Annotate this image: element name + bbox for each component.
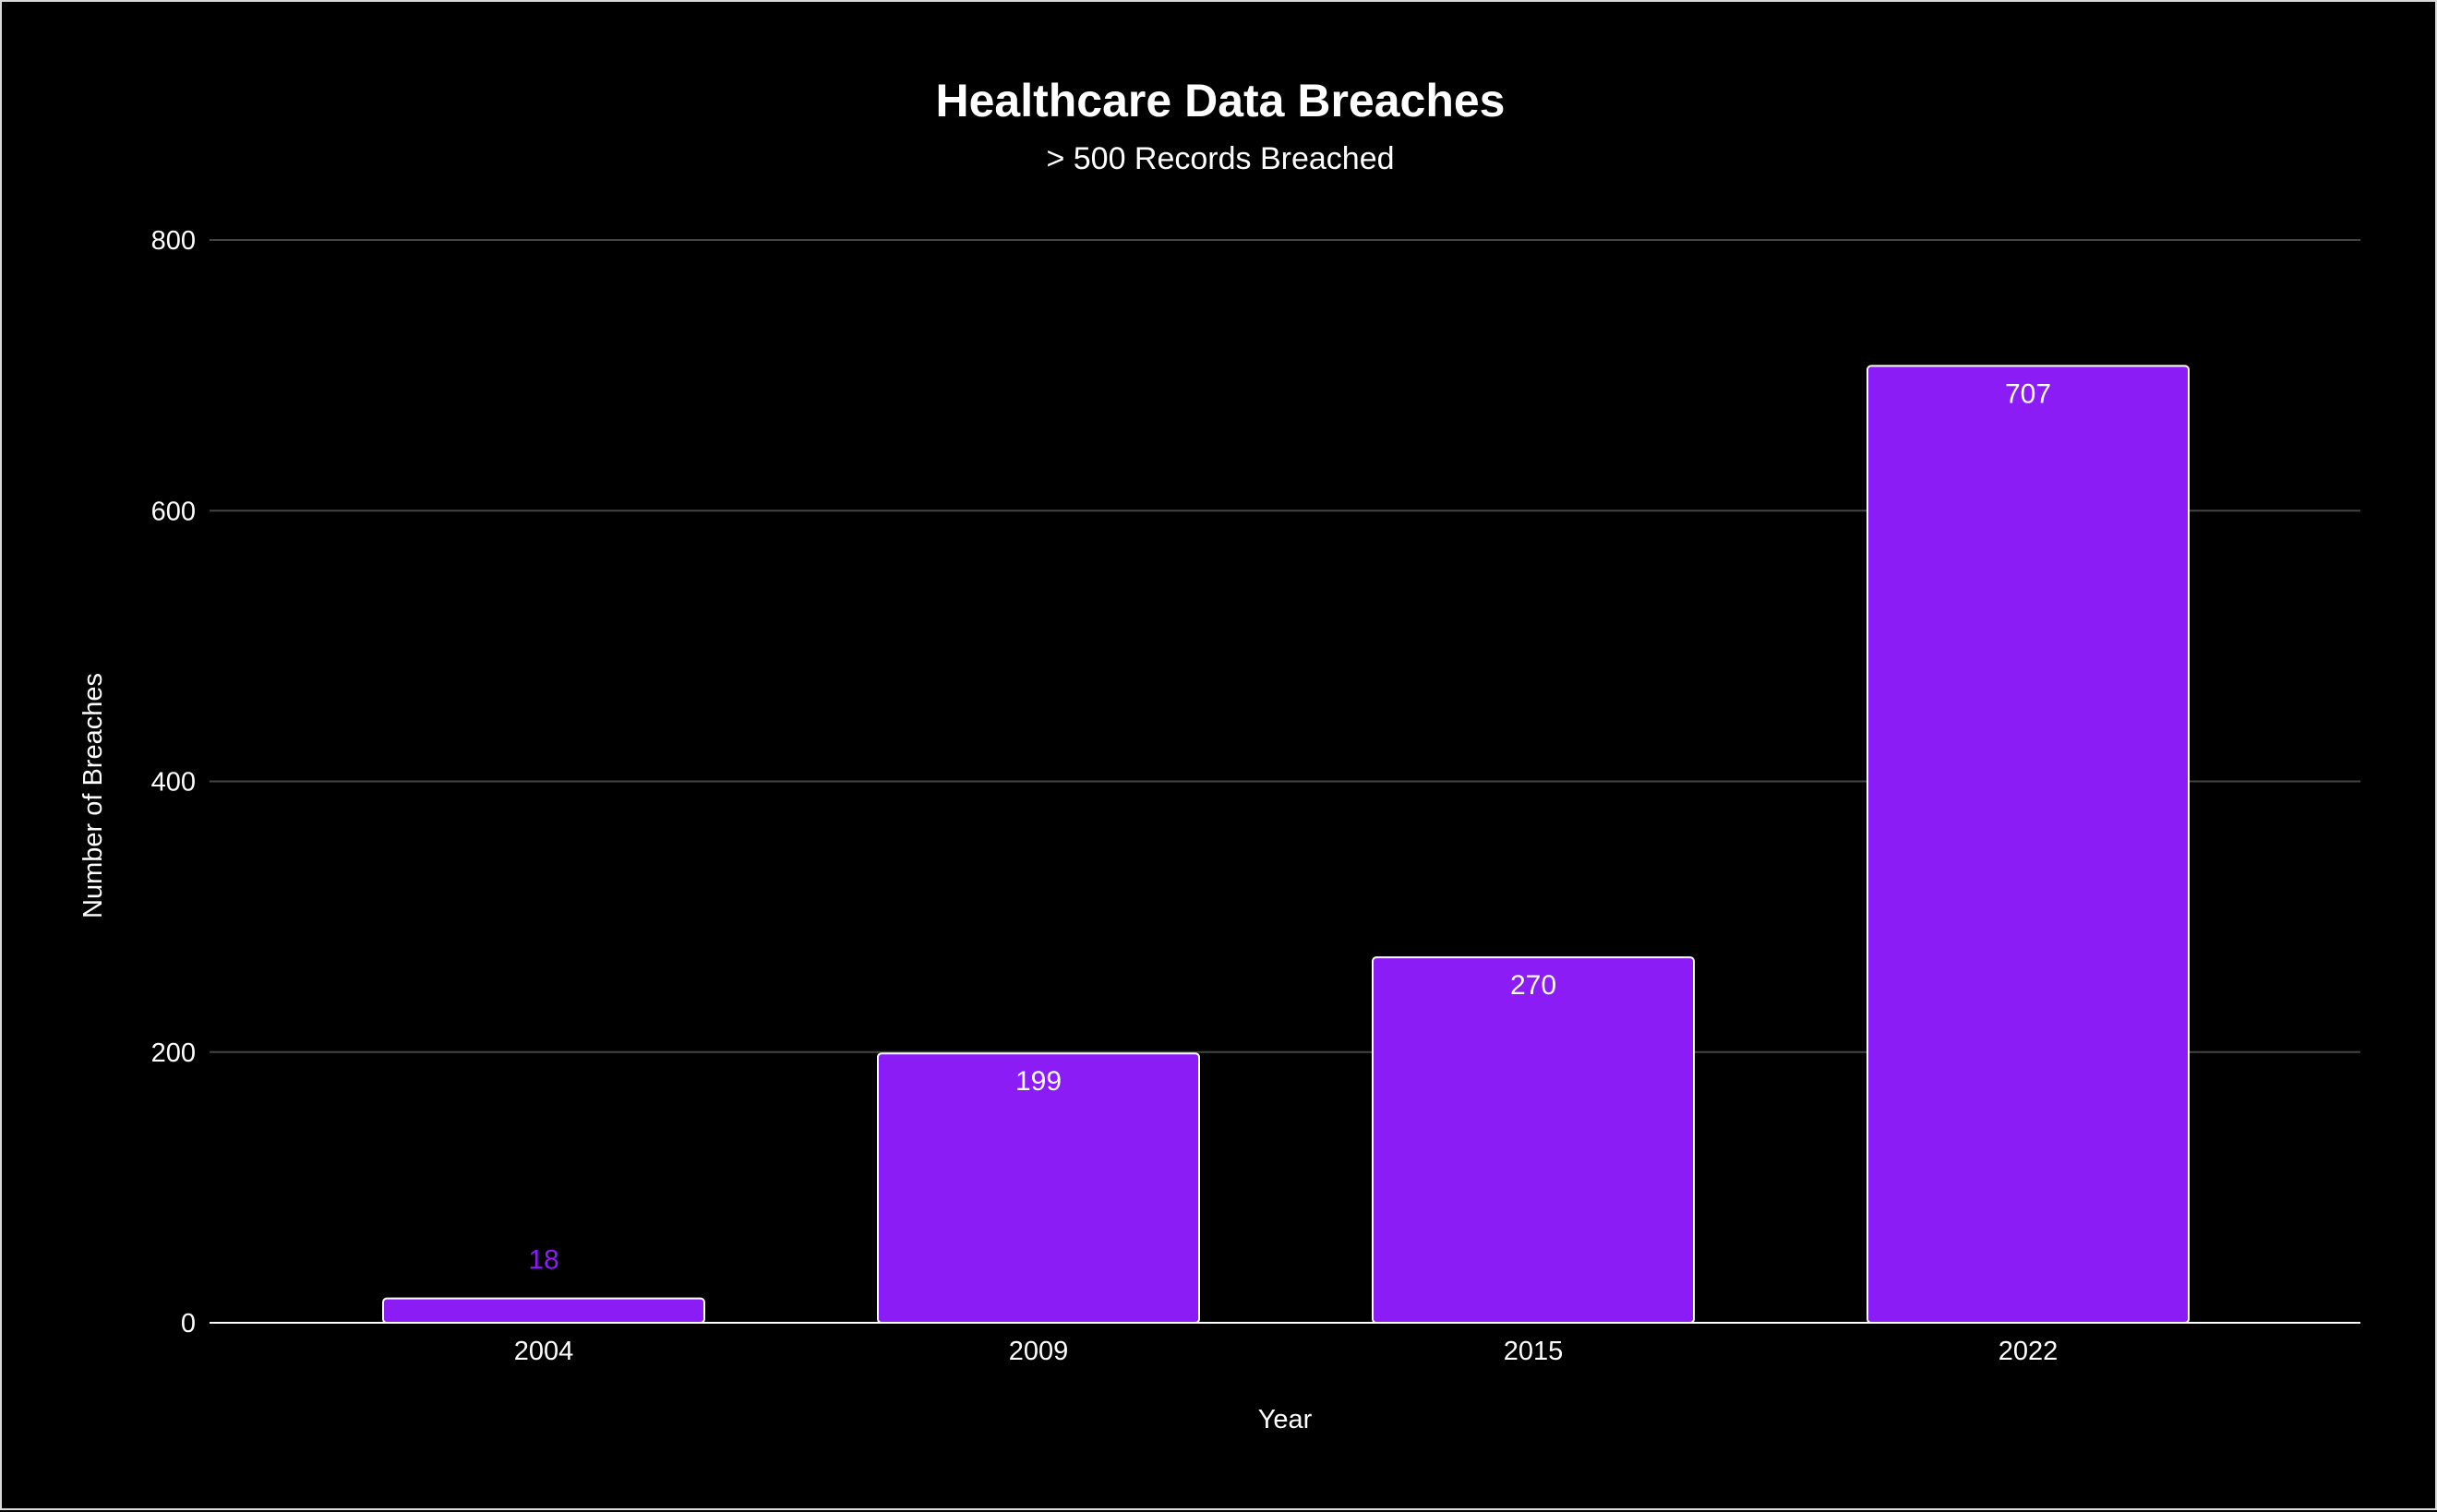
- data-label: 270: [1510, 970, 1556, 1001]
- y-axis-tick-labels: 0 200 400 600 800: [151, 226, 196, 1338]
- y-tick-label: 800: [151, 226, 196, 256]
- y-tick-label: 0: [181, 1309, 196, 1338]
- data-label: 199: [1015, 1066, 1062, 1097]
- x-tick-label: 2009: [1009, 1337, 1069, 1366]
- data-label: 18: [528, 1245, 558, 1276]
- chart-subtitle: > 500 Records Breached: [1046, 141, 1394, 176]
- bar-2004: [382, 1297, 705, 1325]
- chart-title: Healthcare Data Breaches: [936, 75, 1506, 126]
- y-tick-label: 200: [151, 1038, 196, 1068]
- y-tick-label: 400: [151, 768, 196, 798]
- x-tick-label: 2015: [1504, 1337, 1564, 1366]
- x-axis-title: Year: [1258, 1405, 1313, 1434]
- data-labels: 18 199 270 707: [528, 378, 2051, 1275]
- x-tick-label: 2022: [1999, 1337, 2059, 1366]
- y-tick-label: 600: [151, 497, 196, 526]
- data-label: 707: [2005, 378, 2051, 409]
- x-axis-tick-labels: 2004 2009 2015 2022: [514, 1337, 2059, 1366]
- bars: [382, 365, 2190, 1325]
- bar-2022: [1867, 365, 2190, 1325]
- y-axis-title: Number of Breaches: [78, 673, 108, 918]
- bar-2015: [1372, 956, 1695, 1325]
- x-tick-label: 2004: [514, 1337, 574, 1366]
